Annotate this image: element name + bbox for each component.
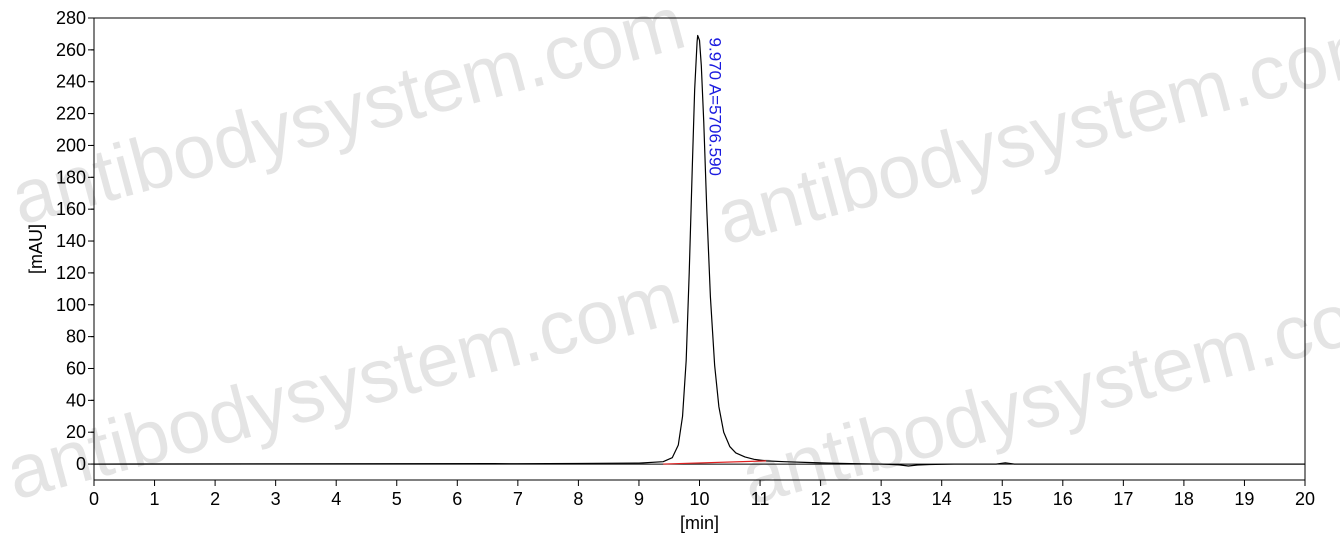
y-tick-label: 40 xyxy=(66,390,86,410)
y-tick-label: 100 xyxy=(56,295,86,315)
x-axis: 0 1 2 3 4 5 6 7 8 9 10 11 12 13 14 15 16 17 18 19 20 xyxy=(89,480,1315,509)
watermark-text: antibodysystem.com xyxy=(732,260,1340,521)
y-axis: 0 20 40 60 80 100 120 140 160 180 200 220 240 260 280 xyxy=(56,8,94,474)
y-tick-label: 220 xyxy=(56,104,86,124)
x-tick-label: 7 xyxy=(513,489,523,509)
peak-label: 9.970 A=5706.590 xyxy=(706,38,725,177)
x-tick-label: 16 xyxy=(1053,489,1073,509)
x-tick-label: 20 xyxy=(1295,489,1315,509)
y-tick-label: 20 xyxy=(66,422,86,442)
signal-trace-line xyxy=(93,34,1305,467)
x-tick-label: 1 xyxy=(150,489,160,509)
y-tick-label: 240 xyxy=(56,72,86,92)
x-tick-label: 8 xyxy=(573,489,583,509)
y-tick-label: 160 xyxy=(56,199,86,219)
watermark-text: antibodysystem.com xyxy=(707,0,1340,261)
x-tick-label: 13 xyxy=(871,489,891,509)
x-tick-label: 15 xyxy=(992,489,1012,509)
x-tick-label: 2 xyxy=(210,489,220,509)
watermark-text: antibodysystem.com xyxy=(2,0,693,241)
y-tick-label: 80 xyxy=(66,327,86,347)
x-tick-label: 14 xyxy=(932,489,952,509)
x-axis-title: [min] xyxy=(680,513,719,533)
y-tick-label: 200 xyxy=(56,135,86,155)
x-tick-label: 0 xyxy=(89,489,99,509)
x-tick-label: 6 xyxy=(452,489,462,509)
x-tick-label: 5 xyxy=(392,489,402,509)
y-tick-label: 120 xyxy=(56,263,86,283)
x-tick-label: 9 xyxy=(634,489,644,509)
y-tick-label: 60 xyxy=(66,358,86,378)
series-layer xyxy=(93,34,1305,467)
x-tick-label: 11 xyxy=(751,489,770,509)
watermark-layer: antibodysystem.com antibodysystem.com an… xyxy=(0,0,1340,521)
y-tick-label: 140 xyxy=(56,231,86,251)
y-axis-title: [mAU] xyxy=(26,224,46,274)
x-tick-label: 10 xyxy=(689,489,709,509)
baseline-fit-line xyxy=(663,460,767,465)
x-tick-label: 19 xyxy=(1234,489,1254,509)
x-tick-label: 17 xyxy=(1113,489,1133,509)
watermark-text: antibodysystem.com xyxy=(0,255,689,516)
y-tick-label: 180 xyxy=(56,167,86,187)
x-tick-label: 18 xyxy=(1174,489,1194,509)
x-tick-label: 12 xyxy=(811,489,831,509)
x-tick-label: 4 xyxy=(331,489,341,509)
y-tick-label: 260 xyxy=(56,40,86,60)
y-tick-label: 0 xyxy=(76,454,86,474)
y-tick-label: 280 xyxy=(56,8,86,28)
annotation-layer: 9.970 A=5706.590 xyxy=(706,38,725,177)
x-tick-label: 3 xyxy=(271,489,281,509)
